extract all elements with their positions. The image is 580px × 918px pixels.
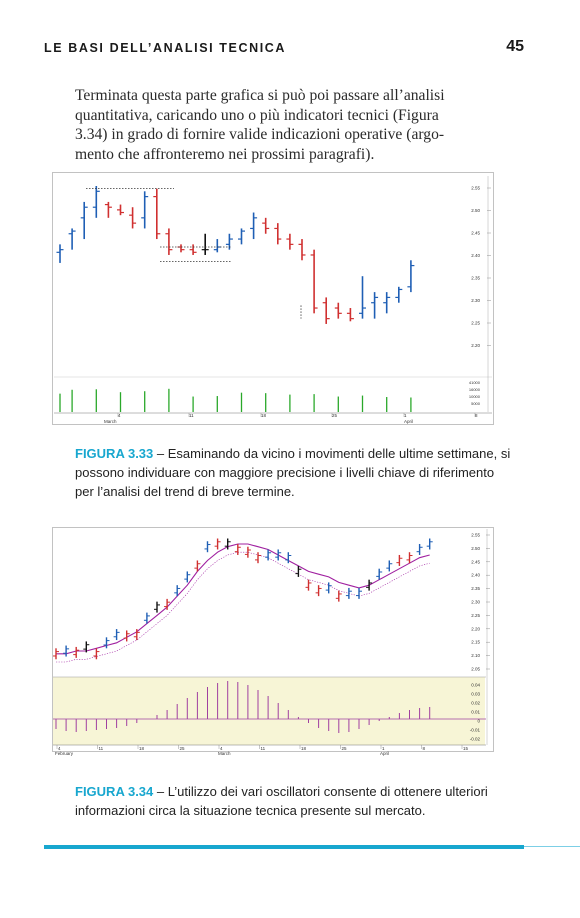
volume-tick-label: 10000 bbox=[469, 394, 481, 399]
figure-3-34-chart: 2.55 2.50 2.45 2.40 2.35 2.30 2.25 2.20 2.15 2.10… bbox=[52, 527, 494, 756]
x-tick-label: 1 bbox=[382, 746, 385, 751]
moving-average-line bbox=[56, 543, 430, 655]
x-tick-label: 15 bbox=[463, 746, 469, 751]
oscillator-tick-label: 0.02 bbox=[471, 701, 480, 706]
y-tick-label: 2.05 bbox=[471, 667, 480, 672]
volume-tick-label: 5000 bbox=[471, 401, 481, 406]
x-tick-label: 1 bbox=[404, 413, 407, 418]
figure-3-34-caption: FIGURA 3.34 – L’utilizzo dei vari oscill… bbox=[75, 782, 515, 820]
y-tick-label: 2.45 bbox=[471, 559, 480, 564]
x-tick-label: 25 bbox=[180, 746, 186, 751]
y-tick-label: 2.20 bbox=[471, 343, 480, 348]
body-line: 3.34) in grado di fornire valide indicaz… bbox=[75, 126, 445, 144]
y-tick-label: 2.50 bbox=[471, 208, 480, 213]
x-tick-label: 25 bbox=[342, 746, 348, 751]
x-tick-label: 8 bbox=[423, 746, 426, 751]
y-tick-label: 2.35 bbox=[471, 586, 480, 591]
x-tick-label: 11 bbox=[99, 746, 104, 751]
oscillator-tick-label: 0.04 bbox=[471, 683, 480, 688]
body-line: Terminata questa parte grafica si può po… bbox=[75, 87, 445, 104]
x-tick-label: 18 bbox=[261, 413, 267, 418]
x-tick-label: 25 bbox=[332, 413, 338, 418]
x-tick-label: 4 bbox=[220, 746, 223, 751]
month-label: February bbox=[55, 751, 74, 756]
figure-3-34-label: FIGURA 3.34 bbox=[75, 784, 154, 799]
month-label: April bbox=[404, 419, 413, 424]
volume-tick-label: 41000 bbox=[469, 380, 481, 385]
y-tick-label: 2.30 bbox=[471, 298, 480, 303]
y-tick-label: 2.20 bbox=[471, 626, 480, 631]
chart-frame bbox=[52, 172, 494, 425]
oscillator-pane bbox=[53, 677, 485, 745]
footer-rule bbox=[44, 845, 524, 849]
x-tick-label: 11 bbox=[189, 413, 194, 418]
running-title: LE BASI DELL’ANALISI TECNICA bbox=[44, 41, 287, 55]
month-label: March bbox=[104, 419, 117, 424]
y-tick-label: 2.55 bbox=[471, 186, 480, 191]
x-tick-label: 11 bbox=[261, 746, 266, 751]
figure-3-34-caption-text: – L’utilizzo dei vari oscillatori consen… bbox=[75, 784, 488, 818]
y-tick-label: 2.40 bbox=[471, 573, 480, 578]
x-tick-label: 4 bbox=[118, 413, 121, 418]
y-tick-label: 2.55 bbox=[471, 533, 480, 538]
body-line: quantitativa, caricando uno o più indica… bbox=[75, 106, 439, 124]
page-number: 45 bbox=[506, 38, 524, 55]
figure-3-33-chart: 2.55 2.50 2.45 2.40 2.35 2.30 2.25 2.20 41000 160… bbox=[52, 172, 494, 425]
x-tick-label: 4 bbox=[58, 746, 61, 751]
month-label: March bbox=[218, 751, 231, 756]
y-tick-label: 2.25 bbox=[471, 321, 480, 326]
y-tick-label: 2.50 bbox=[471, 546, 480, 551]
body-line: mento che affronteremo nei prossimi para… bbox=[75, 145, 375, 163]
y-tick-label: 2.45 bbox=[471, 231, 480, 236]
month-label: April bbox=[380, 751, 389, 756]
y-tick-label: 2.35 bbox=[471, 276, 480, 281]
y-tick-label: 2.15 bbox=[471, 640, 480, 645]
y-tick-label: 2.25 bbox=[471, 613, 480, 618]
oscillator-tick-label: -0.01 bbox=[470, 728, 481, 733]
figure-3-33-caption-text: – Esaminando da vicino i movimenti delle… bbox=[75, 446, 511, 499]
oscillator-tick-label: 0.03 bbox=[471, 692, 480, 697]
footer-rule-thin bbox=[524, 846, 580, 847]
x-tick-label: 18 bbox=[301, 746, 307, 751]
body-paragraph: Terminata questa parte grafica si può po… bbox=[75, 86, 497, 164]
y-tick-label: 2.10 bbox=[471, 653, 480, 658]
y-tick-label: 2.40 bbox=[471, 253, 480, 258]
oscillator-tick-label: 0.01 bbox=[471, 710, 480, 715]
figure-3-33-label: FIGURA 3.33 bbox=[75, 446, 154, 461]
x-tick-label: 8 bbox=[475, 413, 478, 418]
figure-3-33-caption: FIGURA 3.33 – Esaminando da vicino i mov… bbox=[75, 444, 515, 501]
running-head: LE BASI DELL’ANALISI TECNICA 45 bbox=[44, 38, 524, 60]
oscillator-tick-label: 0 bbox=[477, 719, 480, 724]
x-tick-label: 18 bbox=[139, 746, 145, 751]
volume-tick-label: 16000 bbox=[469, 387, 481, 392]
oscillator-tick-label: -0.02 bbox=[470, 737, 481, 742]
y-tick-label: 2.30 bbox=[471, 600, 480, 605]
